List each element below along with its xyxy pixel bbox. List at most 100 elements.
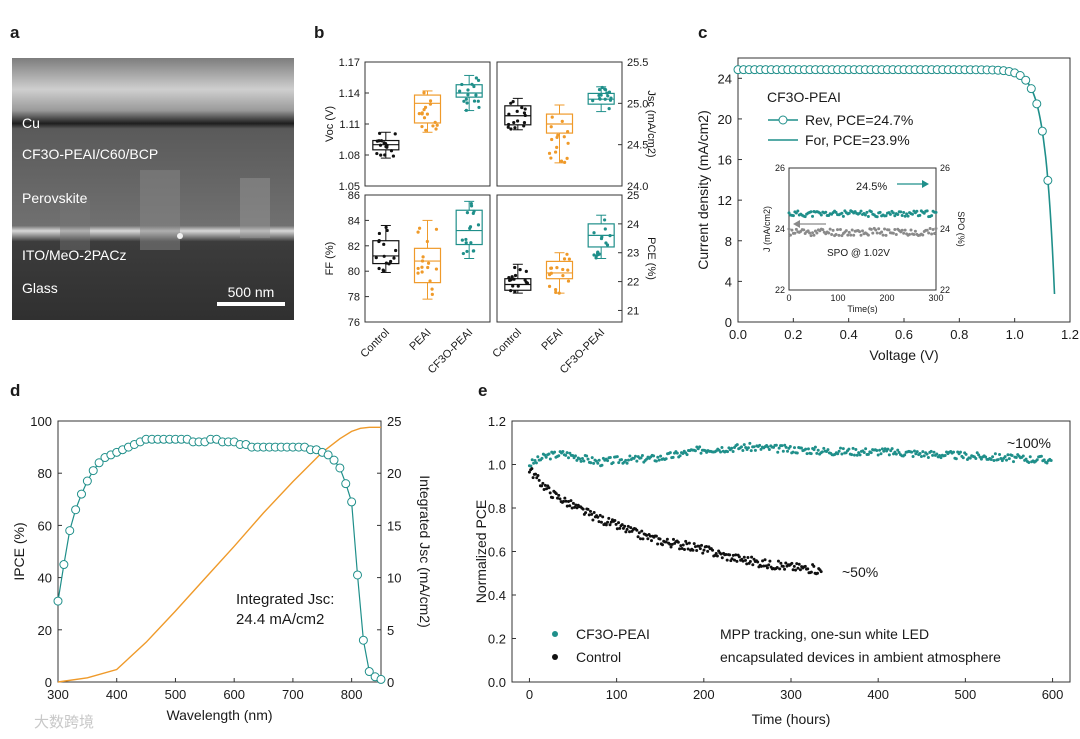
cf3o-peai-point [580,457,584,461]
inset-spo-point [925,209,929,213]
ff-point [374,256,378,260]
cf3o-peai-point [1010,453,1014,457]
cf3o-peai-point [608,455,612,459]
control-point [575,506,579,510]
control-point [545,487,549,491]
jsc-point [603,97,607,101]
cf3o-peai-point [911,454,915,458]
ff-point [426,265,430,270]
inset-j-point [925,228,929,232]
pce-point [507,275,511,280]
control-point [570,506,574,510]
voc-point [391,154,396,158]
control-point [604,523,608,527]
control-point [767,563,771,567]
control-point [763,558,767,562]
inset-j-point [887,228,891,232]
voc-point [474,76,478,80]
jv-x-tick-label: 0.0 [729,327,747,342]
jsc-tick-label: 24.0 [627,181,648,193]
voc-point [389,149,394,153]
inset-j-point [883,227,887,231]
voc-point [383,153,387,157]
cf3o-peai-point [664,457,668,461]
jsc-point [609,96,613,100]
cf3o-peai-point [777,446,781,450]
category-label: CF3O-PEAI [558,327,608,377]
cf3o-peai-point [897,450,901,454]
control-point [664,540,668,544]
cf3o-peai-point [820,450,824,454]
layer-label-perovskite: Perovskite [22,190,88,206]
panel-c-legend-rev: Rev, PCE=24.7% [805,112,913,128]
cf3o-peai-point [780,444,784,448]
inset-j-point [849,233,853,237]
ff-point [469,241,473,245]
scale-bar [217,302,285,306]
control-point [624,530,628,534]
cf3o-peai-point [656,455,660,459]
cf3o-peai-point [571,454,575,458]
voc-tick-label: 1.08 [339,150,360,162]
cf3o-peai-point [926,456,930,460]
inset-j-point [830,233,834,237]
inset-j-point [861,229,864,233]
control-point [819,570,823,574]
control-point [695,548,699,552]
cf3o-peai-point [968,456,972,460]
ipce-point [358,635,368,645]
stability-x-tick-label: 200 [693,687,715,702]
cf3o-peai-point [548,457,552,461]
cf3o-peai-point [1005,458,1009,462]
pce-tick-label: 25 [627,190,639,202]
control-point [693,545,697,549]
cf3o-peai-point [557,454,561,458]
jsc-point [607,90,612,94]
panel-d-annotation-line2: 24.4 mA/cm2 [236,611,324,628]
panel-d-label: d [10,381,20,400]
jsc-point [523,107,527,111]
voc-point [428,102,433,106]
control-point [671,537,675,541]
inset-x-tick-label: 200 [879,293,894,303]
voc-tick-label: 1.14 [339,88,360,100]
cf3o-peai-point [659,454,663,458]
cf3o-peai-point [855,453,859,457]
control-point [547,486,551,490]
cf3o-peai-point [758,443,762,447]
inset-j-point [811,231,815,235]
control-point [542,488,546,492]
cf3o-peai-point [812,448,816,452]
pce-point [547,284,552,288]
pce-point [513,290,517,294]
cf3o-peai-point [671,455,675,459]
jsc-point [598,97,602,101]
ipce-point [53,596,63,606]
inset-j-point [934,227,938,231]
voc-point [375,151,379,156]
control-point [599,520,603,524]
pce-point [562,257,567,261]
cf3o-peai-point [1027,461,1031,465]
cf3o-peai-point [589,461,593,465]
inset-j-point [871,231,875,235]
stability-x-tick-label: 500 [955,687,977,702]
cf3o-peai-point [883,447,887,451]
inset-j-point [880,230,884,234]
control-point [748,560,752,564]
control-point [679,544,683,548]
pce-point [555,266,559,270]
inset-j-point [790,228,794,232]
inset-j-point [928,227,932,231]
voc-point [460,82,464,87]
cf3o-peai-point [912,449,916,453]
jsc-point [506,122,511,127]
ff-point [471,249,475,253]
stability-x-axis-label: Time (hours) [752,711,831,727]
control-point [637,531,641,535]
ipce-point [376,674,386,684]
inset-j-point [828,227,832,231]
cf3o-peai-point [813,445,817,449]
cf3o-peai-point [533,459,537,463]
ff-box [372,240,400,265]
